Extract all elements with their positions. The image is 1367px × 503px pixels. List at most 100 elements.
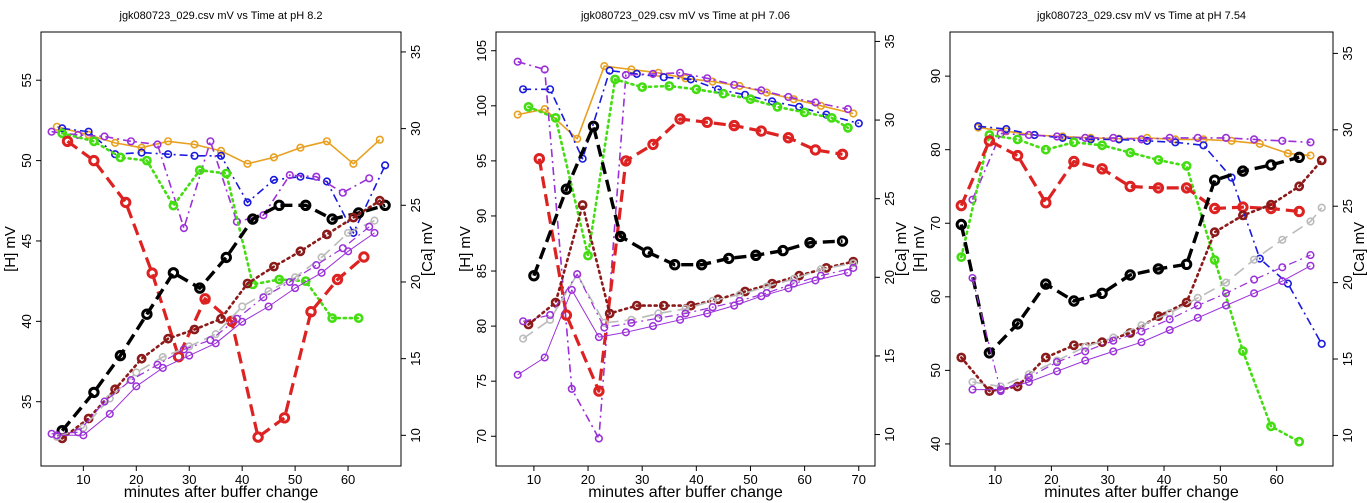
series-line [56,126,381,165]
series-line [60,203,386,432]
data-point [681,304,690,313]
series-3 [47,127,374,233]
data-point [1181,160,1192,171]
data-point [637,82,648,92]
y-right-axis-label: [Ca] mV [419,222,436,276]
data-point [1165,325,1174,335]
y-right-tick-label: 30 [882,113,897,127]
y-right-tick-label: 20 [882,270,897,284]
data-point [1306,261,1315,270]
data-point [681,309,690,318]
series-line [959,133,1301,444]
data-point [1306,151,1315,160]
data-point [132,382,141,391]
data-point [600,61,609,71]
data-point [194,165,205,176]
series-line [959,139,1300,214]
data-point [627,318,636,327]
data-point [696,259,708,271]
data-point [381,161,390,170]
data-point [305,306,317,318]
data-point [1024,373,1033,382]
series-5 [61,135,370,443]
data-point [984,130,995,140]
chart-title: jgk080723_029.csv mV vs Time at pH 7.54 [1036,10,1246,22]
series-5 [533,113,849,397]
series-line [517,60,849,440]
series-line [532,124,843,277]
data-point [1024,130,1033,140]
data-point [809,144,822,156]
data-point [269,153,279,162]
data-point [621,70,631,80]
data-point [968,385,977,394]
y-right-tick-label: 10 [408,428,423,442]
data-point [1024,377,1033,387]
data-point [353,313,364,323]
data-point [1171,138,1180,147]
data-point [221,168,232,179]
data-point [312,261,321,270]
series-8 [518,259,858,343]
data-point [1124,180,1136,193]
data-point [968,377,977,387]
y-tick-label: 95 [474,154,489,168]
data-point [1109,336,1118,345]
y-tick-label: 85 [474,264,489,278]
data-point [728,119,740,132]
data-point [518,85,528,94]
series-line [517,272,849,376]
data-point [295,246,306,257]
data-point [755,125,767,137]
y-right-tick-label: 20 [1340,275,1355,289]
data-point [1221,133,1231,142]
data-point [1249,135,1259,144]
data-point [804,237,816,249]
data-point [669,259,681,271]
data-point [540,353,549,362]
y-right-tick-label: 10 [1340,428,1355,442]
data-point [58,124,67,133]
series-line [523,69,860,160]
data-point [285,277,294,287]
data-point [1250,289,1259,298]
data-point [1152,182,1165,194]
data-point [73,130,83,139]
y-tick-label: 50 [19,153,34,167]
series-7 [956,155,1327,396]
data-point [1306,251,1315,260]
data-point [259,211,268,220]
data-point [1096,287,1108,299]
data-point [955,199,967,212]
data-point [153,140,162,149]
data-point [312,172,321,181]
data-point [782,132,795,144]
data-point [274,274,285,285]
series-line [56,219,375,438]
data-point [317,268,326,277]
series-line [972,265,1311,391]
y-right-tick-label: 15 [882,349,897,363]
data-point [1250,275,1259,284]
data-point [115,152,126,163]
data-point [777,244,789,257]
x-tick-label: 30 [182,472,196,487]
data-point [648,69,658,78]
data-point [1278,277,1287,286]
data-point [1081,342,1090,351]
data-point [100,132,109,141]
data-point [252,431,264,443]
series-4 [523,74,853,261]
data-point [593,385,605,397]
data-point [1069,137,1079,148]
data-point [296,172,305,181]
data-point [322,137,332,146]
data-point [789,274,798,284]
data-point [843,104,853,114]
series-8 [52,216,379,442]
data-point [179,345,188,354]
data-point [983,347,996,359]
data-point [1153,155,1164,165]
data-point [519,317,528,326]
